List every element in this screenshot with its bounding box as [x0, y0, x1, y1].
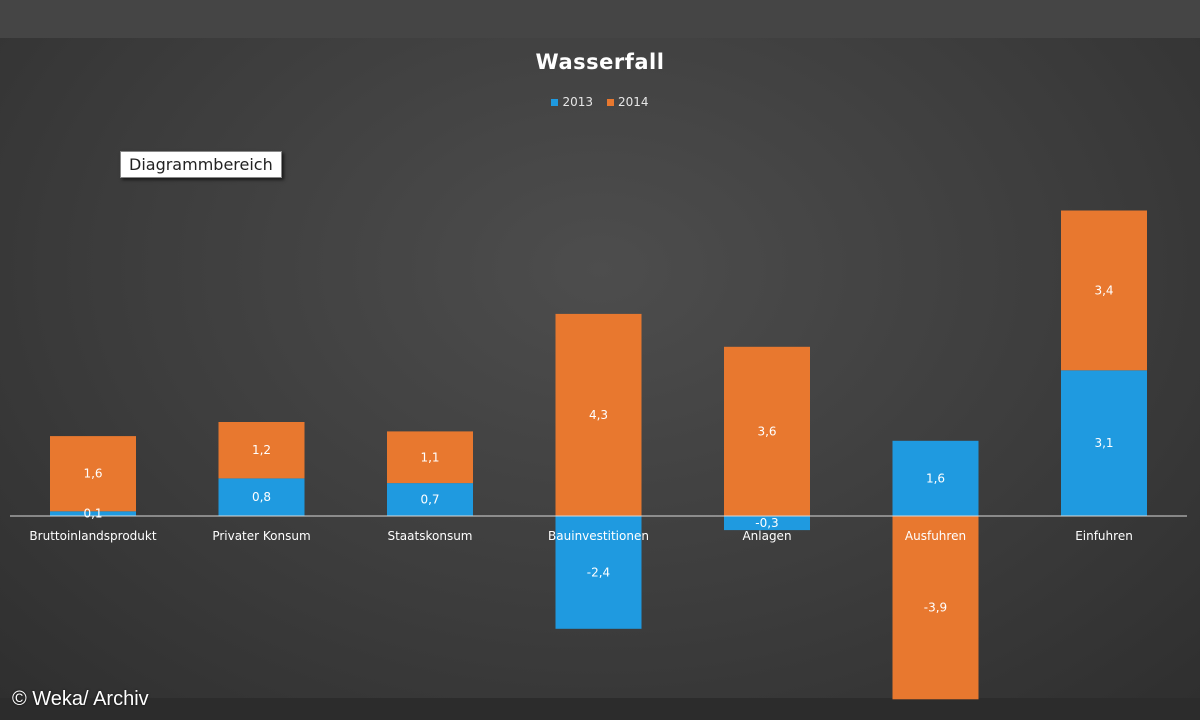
data-label-2013-1: 0,8	[252, 490, 271, 504]
legend-label-2014: 2014	[618, 95, 649, 109]
data-label-2013-2: 0,7	[420, 493, 439, 507]
data-label-2014-4: 3,6	[757, 424, 776, 438]
bars	[50, 210, 1147, 700]
bar-2013-3[interactable]	[555, 516, 642, 629]
category-label-0: Bruttoinlandsprodukt	[29, 529, 156, 543]
data-label-2014-2: 1,1	[420, 450, 439, 464]
bar-2014-1[interactable]	[218, 422, 305, 479]
chart-title[interactable]: Wasserfall	[535, 50, 665, 74]
bar-2013-5[interactable]	[892, 440, 979, 516]
category-labels: Bruttoinlandsprodukt Privater Konsum Staat…	[29, 529, 1132, 543]
data-label-2013-5: 1,6	[926, 471, 945, 485]
data-label-2013-6: 3,1	[1094, 436, 1113, 450]
data-label-2013-3: -2,4	[587, 565, 610, 579]
category-label-2: Staatskonsum	[387, 529, 472, 543]
category-label-5: Ausfuhren	[905, 529, 966, 543]
bar-2013-0[interactable]	[50, 511, 136, 516]
data-label-2014-6: 3,4	[1094, 283, 1113, 297]
bar-2013-2[interactable]	[387, 483, 473, 516]
legend-label-2013: 2013	[562, 95, 593, 109]
category-label-1: Privater Konsum	[212, 529, 310, 543]
top-band	[0, 0, 1200, 38]
legend[interactable]: 2013 2014	[0, 95, 1200, 109]
bar-2014-0[interactable]	[50, 436, 136, 512]
bar-2013-6[interactable]	[1061, 370, 1147, 516]
category-label-6: Einfuhren	[1075, 529, 1133, 543]
data-label-2013-4: -0,3	[755, 516, 778, 530]
legend-swatch-2014	[607, 98, 614, 106]
data-label-2014-3: 4,3	[589, 408, 608, 422]
legend-swatch-2013	[551, 98, 559, 106]
data-label-2014-0: 1,6	[83, 467, 102, 481]
bottom-band	[0, 698, 1200, 720]
image-credit: © Weka/ Archiv	[12, 688, 149, 710]
bar-2014-5[interactable]	[892, 516, 979, 700]
data-label-2013-0: 0,1	[83, 507, 102, 521]
bar-2014-4[interactable]	[724, 346, 810, 516]
bar-2013-1[interactable]	[218, 478, 305, 516]
chart-area-tooltip: Diagrammbereich	[120, 151, 282, 178]
data-label-2014-1: 1,2	[252, 443, 271, 457]
data-labels: 0,1 1,6 0,8 1,2 0,7 1,1 -2,4 4,3 -0,3 3,6 1,6 -3,9 3…	[83, 283, 1113, 614]
bar-2013-4[interactable]	[724, 516, 810, 531]
bar-2014-3[interactable]	[555, 313, 642, 516]
legend-item-2014[interactable]: 2014	[607, 95, 649, 109]
bar-2014-2[interactable]	[387, 431, 473, 484]
bar-2014-6[interactable]	[1061, 210, 1147, 371]
data-label-2014-5: -3,9	[924, 601, 947, 615]
category-label-4: Anlagen	[742, 529, 791, 543]
category-label-3: Bauinvestitionen	[548, 529, 649, 543]
legend-item-2013[interactable]: 2013	[551, 95, 593, 109]
